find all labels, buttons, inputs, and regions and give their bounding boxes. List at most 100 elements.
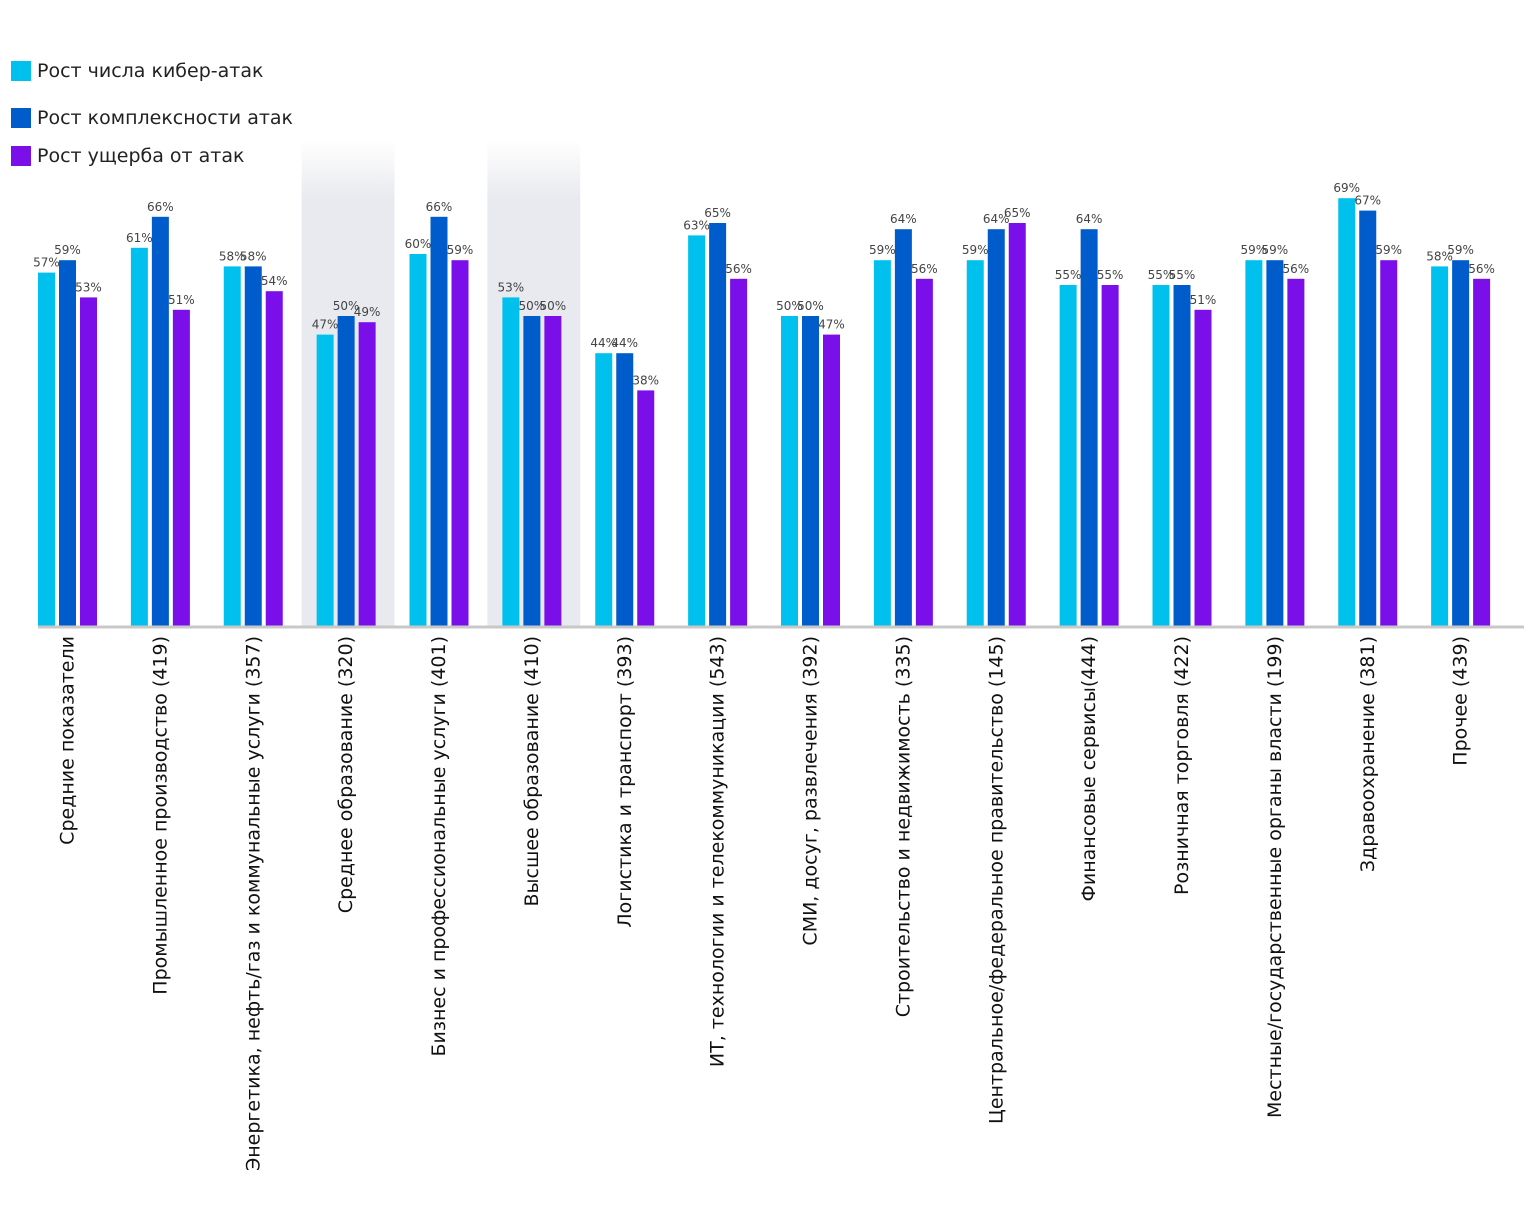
category-label: Высшее образование (410) — [521, 636, 543, 907]
bar — [80, 297, 97, 626]
bar — [430, 216, 448, 627]
category-label: СМИ, досуг, развлечения (392) — [800, 636, 822, 946]
bar — [1152, 285, 1170, 626]
category-label: Здравоохранение (381) — [1357, 636, 1379, 872]
bar — [730, 278, 748, 626]
legend-label-attack-count: Рост числа кибер-атак — [37, 60, 264, 82]
value-label: 54% — [261, 274, 288, 288]
value-label: 56% — [725, 262, 752, 276]
category-label: Строительство и недвижимость (335) — [892, 636, 914, 1017]
bar — [151, 216, 169, 627]
bar — [130, 247, 148, 627]
legend-swatch-attack-damage — [11, 146, 31, 166]
value-label: 64% — [890, 212, 917, 226]
value-label: 59% — [1375, 243, 1402, 257]
value-label: 66% — [426, 200, 453, 214]
legend-label-attack-complexity: Рост комплексности атак — [37, 107, 294, 129]
bar — [358, 322, 376, 626]
bar — [1101, 285, 1119, 626]
legend-swatch-attack-count — [11, 61, 31, 81]
value-label: 59% — [447, 243, 474, 257]
bar — [1338, 198, 1356, 626]
bar — [172, 309, 190, 626]
legend-label-attack-damage: Рост ущерба от атак — [37, 145, 245, 167]
value-label: 47% — [312, 318, 339, 332]
bar — [1452, 260, 1470, 626]
category-label: Центральное/федеральное правительство (1… — [985, 636, 1007, 1124]
legend-item-attack-complexity: Рост комплексности атак — [11, 107, 293, 129]
category-label: Энергетика, нефть/газ и коммунальные усл… — [242, 636, 264, 1171]
value-label: 59% — [1447, 243, 1474, 257]
value-label: 65% — [1004, 206, 1031, 220]
bar — [873, 260, 891, 626]
value-label: 53% — [75, 280, 102, 294]
bar — [966, 260, 984, 626]
value-label: 44% — [590, 336, 617, 350]
bar — [59, 260, 76, 626]
category-label: Финансовые сервисы(444) — [1078, 636, 1100, 901]
legend-item-attack-count: Рост числа кибер-атак — [11, 60, 263, 82]
value-label: 64% — [1076, 212, 1103, 226]
bar — [1245, 260, 1263, 626]
bar — [1194, 309, 1212, 626]
bar — [781, 316, 798, 626]
value-label: 44% — [611, 336, 638, 350]
bar — [409, 254, 427, 626]
bar — [1173, 285, 1191, 626]
bar — [987, 229, 1005, 626]
bar — [894, 229, 912, 626]
category-label: Среднее образование (320) — [335, 636, 357, 913]
value-label: 50% — [333, 299, 360, 313]
category-label: Местные/государственные органы власти (1… — [1264, 636, 1286, 1118]
value-label: 55% — [1148, 268, 1175, 282]
category-label: ИТ, технологии и телекоммуникации (543) — [707, 636, 729, 1067]
value-label: 60% — [405, 237, 432, 251]
bar — [502, 297, 520, 626]
value-label: 56% — [911, 262, 938, 276]
bar — [1080, 229, 1098, 626]
bar — [1008, 223, 1026, 626]
bar — [823, 334, 840, 626]
category-labels: Средние показатели Промышленное производс… — [57, 636, 1472, 1171]
value-label: 55% — [1055, 268, 1082, 282]
legend-swatch-attack-complexity — [11, 108, 31, 128]
value-label: 59% — [869, 243, 896, 257]
bar — [637, 390, 655, 626]
bar — [709, 223, 727, 626]
bars — [38, 198, 1491, 627]
bar — [223, 266, 241, 626]
value-label: 59% — [1262, 243, 1289, 257]
category-label: Бизнес и профессиональные услуги (401) — [428, 636, 450, 1056]
value-label: 47% — [818, 318, 845, 332]
bar — [1359, 210, 1377, 626]
value-label: 50% — [797, 299, 824, 313]
bar — [316, 334, 334, 626]
bar — [688, 235, 706, 626]
bar — [1431, 266, 1449, 626]
bar — [1059, 285, 1077, 626]
bar — [802, 316, 819, 626]
value-label: 49% — [354, 305, 381, 319]
bar — [1380, 260, 1398, 626]
value-label: 50% — [540, 299, 567, 313]
bar — [337, 316, 355, 626]
value-label: 63% — [683, 218, 710, 232]
bar — [1473, 278, 1491, 626]
legend-item-attack-damage: Рост ущерба от атак — [11, 145, 245, 167]
value-label: 61% — [126, 231, 153, 245]
bar — [38, 272, 55, 626]
value-labels: 57%59%53%61%66%51%58%58%54%47%50%49%60%6… — [33, 181, 1495, 387]
value-label: 50% — [776, 299, 803, 313]
category-label: Прочее (439) — [1450, 636, 1472, 766]
bar — [915, 278, 933, 626]
value-label: 55% — [1097, 268, 1124, 282]
category-label: Логистика и транспорт (393) — [614, 636, 636, 928]
value-label: 55% — [1169, 268, 1196, 282]
value-label: 58% — [219, 249, 246, 263]
value-label: 57% — [33, 256, 60, 270]
value-label: 38% — [632, 373, 659, 387]
value-label: 58% — [1426, 249, 1453, 263]
category-label: Промышленное производство (419) — [149, 636, 171, 995]
bar — [244, 266, 262, 626]
bar — [265, 291, 283, 626]
